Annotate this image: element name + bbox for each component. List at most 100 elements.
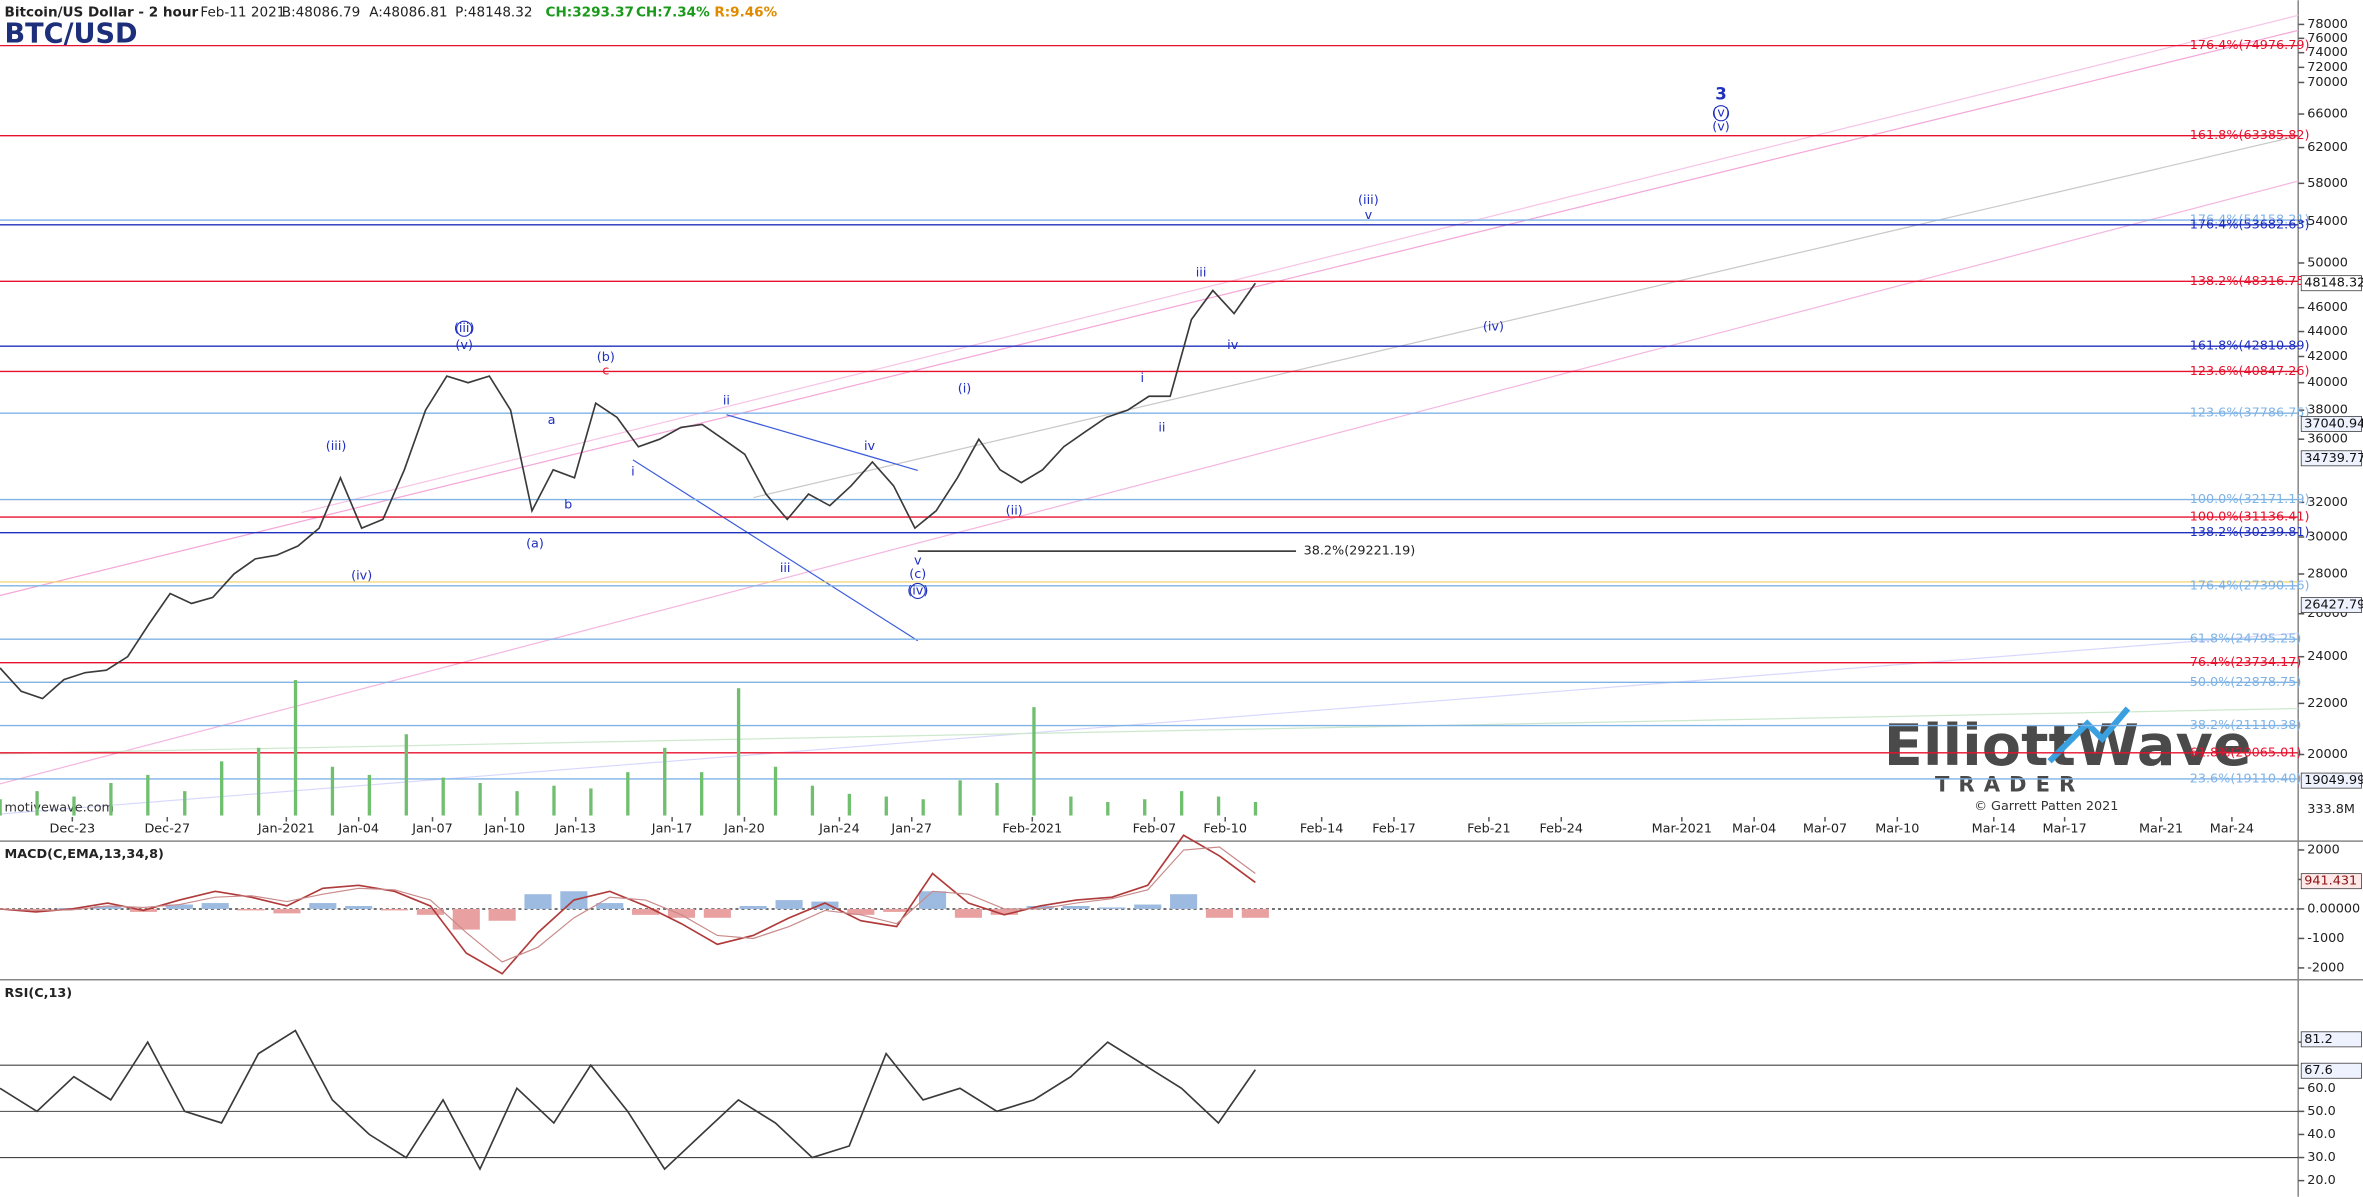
trend-lines (0, 14, 2299, 815)
histogram-bar (739, 905, 767, 909)
histogram-bar (1134, 904, 1162, 909)
volume-bar (773, 766, 778, 816)
last-price: P:48148.32 (455, 4, 532, 20)
volume-tick-label: 333.8M (2307, 802, 2355, 817)
histogram-bar (94, 905, 122, 909)
y-tick-label: 30.0 (2307, 1150, 2335, 1165)
x-tick-label: Mar-21 (2139, 822, 2183, 837)
x-tick-label: Jan-17 (651, 822, 693, 837)
histogram-bar (1026, 905, 1054, 909)
logo: ElliottWave TRADER © Garrett Patten 2021 (1884, 706, 2252, 814)
fib-label: 161.8%(42810.89) (2190, 339, 2310, 354)
volume-bar (995, 783, 999, 816)
series-line (0, 846, 1256, 963)
fib-label: 50.0%(22878.75) (2190, 675, 2302, 690)
wave-label: (iii) (1358, 193, 1379, 208)
histogram-bar (1241, 908, 1269, 918)
change-pct: CH:7.34% (636, 4, 710, 20)
fib-label: 176.4%(54158.21) (2190, 213, 2310, 228)
volume-bar (256, 747, 261, 816)
volume-bar (35, 791, 39, 816)
volume-bar (72, 796, 76, 816)
change: CH:3293.37 (546, 4, 634, 20)
value-box-label: 81.2 (2304, 1032, 2333, 1047)
x-tick-label: Mar-24 (2210, 822, 2254, 837)
x-tick-label: Mar-14 (1972, 822, 2016, 837)
x-tick-label: Feb-21 (1467, 822, 1511, 837)
wave-label: (iii) (326, 439, 347, 454)
histogram-bar (273, 908, 301, 914)
wave-label: iv (1227, 338, 1239, 353)
y-tick-label: -2000 (2307, 960, 2344, 975)
volume-bar (183, 791, 187, 816)
wave-label: iii (780, 561, 791, 576)
volume-bar (109, 783, 113, 816)
histogram-bar (883, 908, 911, 912)
histogram-bar (345, 905, 373, 909)
y-tick-label: 78000 (2307, 17, 2348, 32)
value-box (2300, 275, 2362, 292)
x-tick-label: Mar-07 (1803, 822, 1847, 837)
wave-circle (909, 582, 926, 600)
histogram-bar (416, 908, 444, 915)
y-tick-label: -1000 (2307, 931, 2344, 946)
histogram-bar (22, 908, 50, 911)
volume-bar (958, 780, 962, 816)
value-box-label: 67.6 (2304, 1063, 2333, 1078)
symbol: BTC/USD (5, 18, 138, 49)
volume-bar (1032, 707, 1036, 816)
x-tick-label: Jan-24 (818, 822, 860, 837)
histogram-bar (954, 908, 982, 918)
volume-bar (330, 766, 335, 816)
wave-label: (v) (1712, 119, 1730, 134)
y-tick-label: 32000 (2307, 495, 2348, 510)
y-tick-label: 40.0 (2307, 1127, 2335, 1142)
value-box-label: 19049.99 (2304, 773, 2363, 788)
histogram-bar (775, 900, 803, 909)
x-tick-label: Mar-2021 (1652, 822, 1713, 837)
x-tick-label: Feb-07 (1133, 822, 1177, 837)
volume-bar (441, 777, 445, 816)
fib-label: 176.4%(27390.16) (2190, 578, 2310, 593)
volume-bar (404, 734, 408, 816)
wave-label: (ii) (1006, 504, 1023, 519)
histogram-bar (847, 908, 875, 915)
value-box (2300, 873, 2362, 890)
fib-label: 23.6%(19110.40) (2190, 771, 2302, 786)
volume-bar (1179, 791, 1184, 816)
fib-label: 61.8%(20065.01) (2190, 745, 2302, 760)
series-line (0, 1029, 1257, 1171)
histogram-bar (524, 894, 552, 909)
y-tick-label: 36000 (2307, 432, 2348, 447)
volume-bar (884, 796, 888, 816)
wave-label: (iv) (351, 568, 372, 583)
panel-title: MACD(C,EMA,13,34,8) (5, 847, 164, 862)
fib-label: 100.0%(31136.41) (2190, 510, 2310, 525)
histogram-bar (918, 891, 947, 909)
y-tick-label: 46000 (2307, 300, 2348, 315)
volume-bar (552, 785, 556, 816)
fib-label: 123.6%(40847.26) (2190, 364, 2310, 379)
fib-label: 138.2%(48316.75) (2190, 274, 2310, 289)
wave-label: (c) (909, 567, 926, 582)
wave-label: i (631, 464, 635, 479)
x-tick-label: Dec-23 (50, 822, 96, 837)
fib-label: 38.2%(21110.38) (2190, 718, 2302, 733)
histogram-bar (632, 908, 660, 915)
y-tick-label: 58000 (2307, 176, 2348, 191)
volume-bar (367, 774, 372, 816)
ask: A:48086.81 (369, 4, 447, 20)
wave-label: iii (1196, 265, 1207, 280)
volume-bar (1143, 799, 1147, 816)
histogram-bar (1062, 905, 1090, 909)
volume-bar (146, 774, 150, 816)
wave-label: a (548, 413, 556, 428)
fib-label: 176.4%(74976.79) (2190, 38, 2310, 53)
volume-bar (515, 791, 519, 816)
x-tick-label: Jan-20 (723, 822, 765, 837)
x-tick-label: Jan-07 (411, 822, 453, 837)
wave-label: c (602, 363, 609, 378)
instrument: Bitcoin/US Dollar - 2 hour (5, 4, 199, 20)
volume-bar (921, 799, 925, 816)
